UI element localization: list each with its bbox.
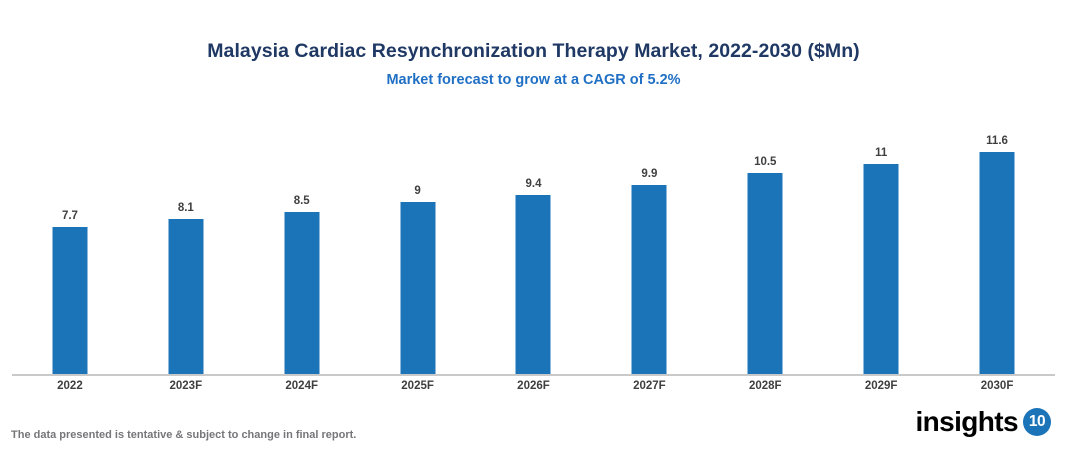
title-block: Malaysia Cardiac Resynchronization Thera… [0,38,1067,90]
bar-value-label: 11 [875,146,888,159]
category-tick: 2024F [244,378,360,394]
chart-title: Malaysia Cardiac Resynchronization Thera… [207,40,860,62]
bar-value-label: 9.4 [525,177,542,190]
bar-group: 9.4 [476,110,592,375]
category-tick: 2029F [823,378,939,394]
category-label: 2027F [633,380,666,392]
bar[interactable] [863,163,899,375]
bar-group: 10.5 [707,110,823,375]
category-tick: 2026F [476,378,592,394]
bar[interactable] [631,184,667,375]
bar[interactable] [168,219,204,375]
category-tick: 2025F [360,378,476,394]
disclaimer-text: The data presented is tentative & subjec… [11,429,357,441]
category-tick: 2022 [12,378,128,394]
category-label: 2026F [517,380,550,392]
category-axis: 2022 2023F 2024F 2025F 2026F 2027F 2028F 2029F 2… [12,378,1055,400]
insights10-logo: insights 10 [915,404,1051,440]
bar[interactable] [979,152,1015,375]
category-label: 2023F [169,380,203,392]
category-label: 2025F [401,380,434,392]
bar-value-label: 9 [414,185,421,198]
bar-value-label: 11.6 [986,135,1008,148]
bar-group: 11.6 [939,110,1055,375]
plot-area: 7.7 8.1 8.5 9 9.4 9.9 10.5 11 11.6 [12,110,1055,375]
bar[interactable] [515,194,551,375]
bar-group: 11 [823,110,939,375]
bar[interactable] [52,227,88,375]
bar[interactable] [747,173,783,375]
bar-value-label: 9.9 [641,167,658,180]
bar-value-label: 10.5 [754,156,777,169]
bar-value-label: 8.1 [177,202,194,215]
bar-group: 9 [360,110,476,375]
category-label: 2028F [748,380,782,392]
bar[interactable] [284,211,320,375]
bar-value-label: 7.7 [61,210,78,223]
chart-subtitle: Market forecast to grow at a CAGR of 5.2… [386,72,681,88]
axis-baseline [12,374,1055,376]
bar-group: 8.5 [244,110,360,375]
category-label: 2030F [980,380,1014,392]
category-tick: 2030F [939,378,1055,394]
category-label: 2024F [285,380,318,392]
category-tick: 2027F [591,378,707,394]
category-tick: 2028F [707,378,823,394]
logo-badge-icon: 10 [1023,408,1051,436]
bar[interactable] [400,202,436,375]
bar-value-label: 8.5 [293,194,310,207]
bar-group: 9.9 [591,110,707,375]
category-tick: 2023F [128,378,244,394]
category-label: 2029F [864,380,898,392]
category-label: 2022 [57,380,83,392]
bar-group: 7.7 [12,110,128,375]
bar-group: 8.1 [128,110,244,375]
logo-wordmark: insights [915,406,1018,437]
